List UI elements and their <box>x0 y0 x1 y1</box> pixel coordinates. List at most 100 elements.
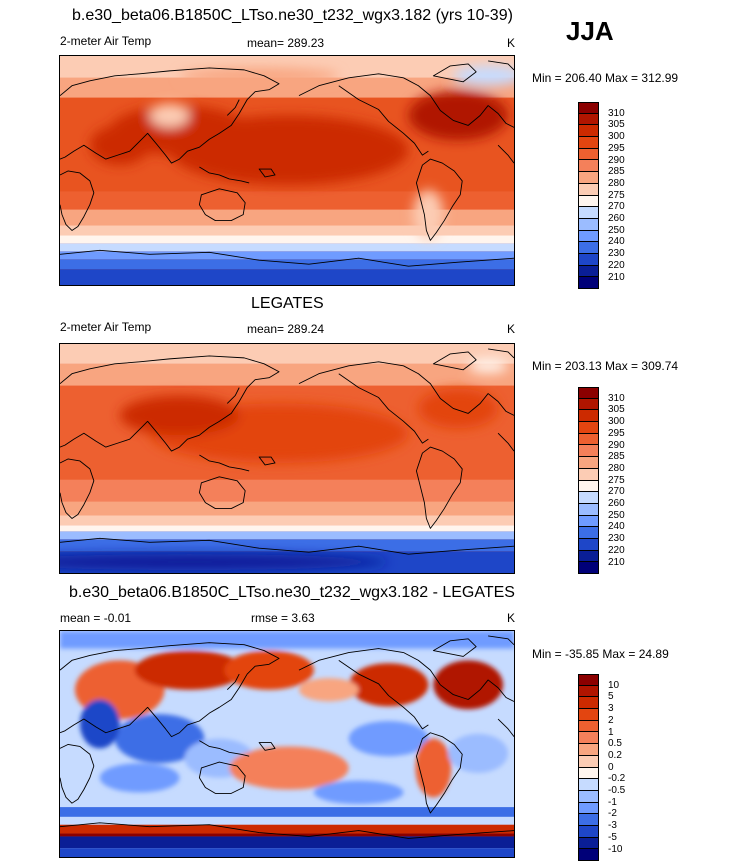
colorbar-tick-label: 310 <box>608 392 625 404</box>
colorbar-tick-label: 275 <box>608 189 625 201</box>
colorbar-tick-label: 0 <box>608 761 614 773</box>
colorbar-swatch <box>578 767 599 780</box>
colorbar-tick-label: 290 <box>608 154 625 166</box>
colorbar-swatch <box>578 550 599 563</box>
global-map-diff <box>59 630 515 858</box>
units-label: K <box>507 322 516 336</box>
colorbar-swatch <box>578 468 599 481</box>
colorbar-swatch <box>578 137 599 149</box>
mean-label: mean = -0.01 <box>60 611 132 625</box>
colorbar-tick-label: 285 <box>608 451 625 463</box>
colorbar-swatch <box>578 709 599 721</box>
colorbar-swatch <box>578 445 599 458</box>
rmse-label: rmse = 3.63 <box>251 611 315 625</box>
colorbar-swatch <box>578 837 599 850</box>
colorbar-swatch <box>578 802 599 815</box>
map-svg <box>60 344 514 573</box>
units-label: K <box>507 36 516 50</box>
colorbar-tick-label: 220 <box>608 544 625 556</box>
colorbar-tick-label: 240 <box>608 236 625 248</box>
colorbar-swatch <box>578 160 599 173</box>
colorbar-tick-label: -2 <box>608 808 617 820</box>
colorbar-swatch <box>578 779 599 791</box>
colorbar-tick-label: 300 <box>608 416 625 428</box>
colorbar-swatch <box>578 102 599 114</box>
colorbar-tick-label: -5 <box>608 831 617 843</box>
colorbar-tick-label: 295 <box>608 427 625 439</box>
colorbar-swatch <box>578 398 599 411</box>
minmax-label: Min = 203.13 Max = 309.74 <box>532 359 679 373</box>
colorbar-swatch <box>578 207 599 219</box>
colorbar-tick-label: 285 <box>608 166 625 178</box>
colorbar-swatch <box>578 503 599 516</box>
colorbar-swatch <box>578 387 599 399</box>
colorbar-tick-label: 210 <box>608 556 625 568</box>
colorbar-tick-label: 260 <box>608 498 625 509</box>
colorbar-tick-label: 270 <box>608 486 625 498</box>
colorbar-swatch <box>578 148 599 161</box>
colorbar-swatch <box>578 744 599 756</box>
global-map-obs <box>59 343 515 574</box>
colorbar-tick-label: 10 <box>608 679 620 691</box>
colorbar-tick-label: 0.2 <box>608 749 622 761</box>
colorbar-swatch <box>578 825 599 838</box>
colorbar-swatch <box>578 125 599 138</box>
colorbar-tick-label: -10 <box>608 843 623 855</box>
colorbar-swatch <box>578 790 599 803</box>
colorbar-swatch <box>578 492 599 504</box>
colorbar-swatch <box>578 515 599 528</box>
colorbar-swatch <box>578 242 599 254</box>
colorbar-swatch <box>578 814 599 826</box>
minmax-label: Min = -35.85 Max = 24.89 <box>532 647 669 661</box>
colorbar-tick-label: 210 <box>608 271 625 283</box>
colorbar-swatch <box>578 172 599 184</box>
colorbar-swatch <box>578 732 599 745</box>
colorbar-tick-label: 3 <box>608 703 614 715</box>
colorbar-tick-label: -0.2 <box>608 773 626 785</box>
minmax-label: Min = 206.40 Max = 312.99 <box>532 71 679 85</box>
variable-label: 2-meter Air Temp <box>60 320 152 334</box>
colorbar-swatch <box>578 538 599 551</box>
colorbar-tick-label: 260 <box>608 213 625 224</box>
panel-title: b.e30_beta06.B1850C_LTso.ne30_t232_wgx3.… <box>72 7 513 24</box>
colorbar-swatch <box>578 277 599 289</box>
global-map-model <box>59 55 515 286</box>
colorbar-swatch <box>578 183 599 196</box>
colorbar-swatch <box>578 113 599 126</box>
colorbar-swatch <box>578 410 599 423</box>
colorbar-swatch <box>578 562 599 574</box>
colorbar-tick-label: 0.5 <box>608 738 622 750</box>
colorbar-swatch <box>578 674 599 686</box>
colorbar-swatch <box>578 685 599 698</box>
panel-title: LEGATES <box>251 295 324 312</box>
colorbar-swatch <box>578 195 599 208</box>
map-svg <box>60 631 514 857</box>
colorbar-tick-label: 250 <box>608 224 625 236</box>
map-svg <box>60 56 514 285</box>
colorbar-swatch <box>578 849 599 861</box>
colorbar-tick-label: 300 <box>608 131 625 143</box>
colorbar-swatch <box>578 697 599 710</box>
colorbar-swatch <box>578 457 599 469</box>
colorbar-tick-label: 295 <box>608 142 625 154</box>
colorbar-swatch <box>578 230 599 243</box>
colorbar-abs-1: 310 305 300 295 290 285 280 275 270 260 250 240 230 2… <box>578 102 625 289</box>
season-label: JJA <box>566 16 614 46</box>
colorbar-tick-label: 280 <box>608 462 625 474</box>
colorbar-tick-label: 275 <box>608 474 625 486</box>
colorbar-swatch <box>578 480 599 493</box>
colorbar-tick-label: 220 <box>608 259 625 271</box>
colorbar-tick-label: -1 <box>608 796 617 808</box>
panel-title: b.e30_beta06.B1850C_LTso.ne30_t232_wgx3.… <box>69 584 515 601</box>
colorbar-tick-label: 310 <box>608 107 625 119</box>
colorbar-tick-label: 250 <box>608 509 625 521</box>
colorbar-swatch <box>578 720 599 733</box>
colorbar-tick-label: 305 <box>608 119 625 131</box>
colorbar-tick-label: 230 <box>608 248 625 260</box>
colorbar-tick-label: 2 <box>608 714 614 726</box>
colorbar-tick-label: 305 <box>608 404 625 416</box>
colorbar-swatch <box>578 433 599 446</box>
colorbar-tick-label: -0.5 <box>608 785 626 796</box>
colorbar-swatch <box>578 527 599 539</box>
colorbar-tick-label: 240 <box>608 521 625 533</box>
